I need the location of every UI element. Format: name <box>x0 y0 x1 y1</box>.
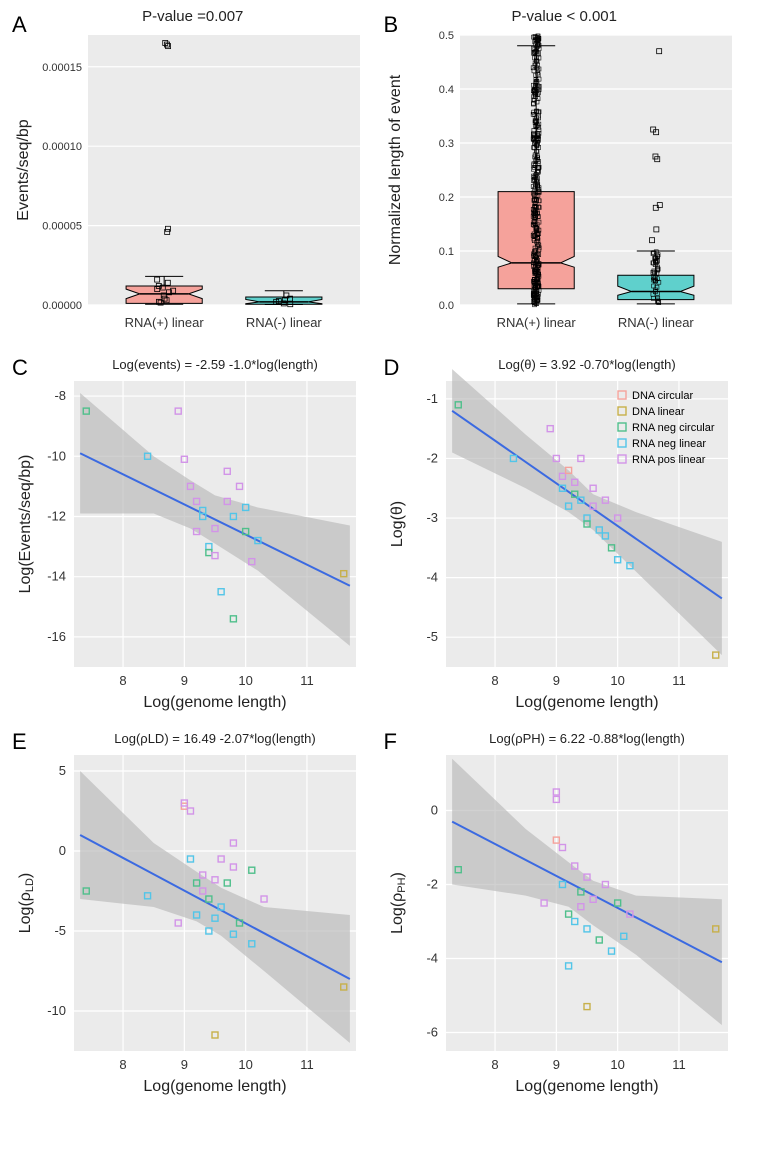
svg-text:RNA(+) linear: RNA(+) linear <box>496 315 576 330</box>
scatter-F: Log(ρPH) = 6.22 -0.88*log(length) 8 9 10 11 -… <box>382 725 742 1105</box>
svg-text:Normalized length of event: Normalized length of event <box>387 74 404 265</box>
svg-text:-14: -14 <box>47 569 66 584</box>
svg-text:Log(events) = -2.59 -1.0*log(l: Log(events) = -2.59 -1.0*log(length) <box>112 357 318 372</box>
svg-text:-5: -5 <box>426 629 438 644</box>
svg-text:-1: -1 <box>426 391 438 406</box>
svg-text:8: 8 <box>491 673 498 688</box>
svg-text:RNA(+) linear: RNA(+) linear <box>125 315 205 330</box>
svg-text:-12: -12 <box>47 508 66 523</box>
panel-A: A P-value =0.007 0.000000.000050.000100.… <box>10 8 376 347</box>
svg-text:11: 11 <box>300 673 314 688</box>
panel-label-A: A <box>12 12 27 38</box>
panel-label-E: E <box>12 729 27 755</box>
svg-text:-10: -10 <box>47 448 66 463</box>
svg-text:11: 11 <box>672 1057 686 1072</box>
svg-text:Log(genome length): Log(genome length) <box>143 1078 286 1095</box>
svg-text:0.1: 0.1 <box>438 246 453 258</box>
svg-text:Log(genome length): Log(genome length) <box>515 1078 658 1095</box>
svg-text:10: 10 <box>610 673 624 688</box>
svg-text:Log(θ): Log(θ) <box>389 501 406 547</box>
svg-text:0.2: 0.2 <box>438 192 453 204</box>
svg-text:8: 8 <box>119 673 126 688</box>
panel-B-title: P-value < 0.001 <box>382 8 748 25</box>
svg-text:0.00005: 0.00005 <box>42 221 82 233</box>
svg-text:RNA pos linear: RNA pos linear <box>632 454 706 466</box>
svg-text:8: 8 <box>119 1057 126 1072</box>
panel-B: B P-value < 0.001 0.0 0.1 0.2 0.3 0.4 0.5 RNA(… <box>382 8 748 347</box>
svg-text:-2: -2 <box>426 450 438 465</box>
svg-text:Events/seq/bp: Events/seq/bp <box>15 119 32 221</box>
svg-text:9: 9 <box>181 1057 188 1072</box>
scatter-C: Log(events) = -2.59 -1.0*log(length) 8 9 10… <box>10 351 370 721</box>
svg-text:-6: -6 <box>426 1025 438 1040</box>
figure-grid: A P-value =0.007 0.000000.000050.000100.… <box>0 0 757 1115</box>
svg-text:9: 9 <box>552 1057 559 1072</box>
svg-text:11: 11 <box>672 673 686 688</box>
svg-text:-16: -16 <box>47 629 66 644</box>
svg-text:9: 9 <box>552 673 559 688</box>
svg-text:DNA linear: DNA linear <box>632 406 685 418</box>
panel-label-F: F <box>384 729 397 755</box>
svg-text:0.00015: 0.00015 <box>42 62 82 74</box>
svg-text:-4: -4 <box>426 570 438 585</box>
panel-F: F Log(ρPH) = 6.22 -0.88*log(length) 8 9 10 1… <box>382 725 748 1105</box>
svg-text:0.3: 0.3 <box>438 138 453 150</box>
svg-text:Log(θ) = 3.92 -0.70*log(length: Log(θ) = 3.92 -0.70*log(length) <box>498 357 675 372</box>
boxplot-A: 0.00000 0.00005 0.00010 0.00015 RNA(+) linea… <box>10 27 370 347</box>
svg-text:0.00010: 0.00010 <box>42 141 82 153</box>
scatter-D: Log(θ) = 3.92 -0.70*log(length) 8 9 10 11 -5 -… <box>382 351 742 721</box>
svg-text:Log(ρPH): Log(ρPH) <box>389 872 408 934</box>
svg-text:Log(genome length): Log(genome length) <box>143 694 286 711</box>
svg-text:0.00000: 0.00000 <box>42 300 82 312</box>
panel-label-B: B <box>384 12 399 38</box>
svg-text:RNA neg linear: RNA neg linear <box>632 438 706 450</box>
panel-label-D: D <box>384 355 400 381</box>
svg-text:-4: -4 <box>426 951 438 966</box>
svg-text:8: 8 <box>491 1057 498 1072</box>
svg-text:RNA neg circular: RNA neg circular <box>632 422 715 434</box>
svg-text:0: 0 <box>59 843 66 858</box>
panel-label-C: C <box>12 355 28 381</box>
svg-text:-10: -10 <box>47 1003 66 1018</box>
svg-text:10: 10 <box>610 1057 624 1072</box>
svg-text:10: 10 <box>238 673 252 688</box>
boxplot-B: 0.0 0.1 0.2 0.3 0.4 0.5 RNA(+) linear RNA(-) li… <box>382 27 742 347</box>
svg-text:RNA(-) linear: RNA(-) linear <box>617 315 694 330</box>
panel-A-title: P-value =0.007 <box>10 8 376 25</box>
svg-text:0.5: 0.5 <box>438 30 453 42</box>
panel-E: E Log(ρLD) = 16.49 -2.07*log(length) 8 9 10… <box>10 725 376 1105</box>
svg-text:Log(genome length): Log(genome length) <box>515 694 658 711</box>
svg-text:-3: -3 <box>426 510 438 525</box>
svg-text:11: 11 <box>300 1057 314 1072</box>
svg-text:Log(Events/seq/bp): Log(Events/seq/bp) <box>17 455 34 594</box>
svg-text:10: 10 <box>238 1057 252 1072</box>
svg-text:RNA(-) linear: RNA(-) linear <box>246 315 323 330</box>
svg-text:-5: -5 <box>54 923 66 938</box>
svg-text:Log(ρPH) = 6.22 -0.88*log(leng: Log(ρPH) = 6.22 -0.88*log(length) <box>489 731 685 746</box>
svg-text:Log(ρLD): Log(ρLD) <box>17 873 36 934</box>
svg-text:-8: -8 <box>54 388 66 403</box>
svg-text:9: 9 <box>181 673 188 688</box>
scatter-E: Log(ρLD) = 16.49 -2.07*log(length) 8 9 10 11… <box>10 725 370 1105</box>
panel-D: D Log(θ) = 3.92 -0.70*log(length) 8 9 10 11 -… <box>382 351 748 721</box>
svg-text:0.4: 0.4 <box>438 84 453 96</box>
svg-text:5: 5 <box>59 763 66 778</box>
panel-C: C Log(events) = -2.59 -1.0*log(length) 8 9… <box>10 351 376 721</box>
svg-text:Log(ρLD) = 16.49 -2.07*log(len: Log(ρLD) = 16.49 -2.07*log(length) <box>114 731 315 746</box>
svg-text:DNA circular: DNA circular <box>632 390 693 402</box>
svg-text:0.0: 0.0 <box>438 300 453 312</box>
svg-text:-2: -2 <box>426 877 438 892</box>
svg-text:0: 0 <box>430 803 437 818</box>
